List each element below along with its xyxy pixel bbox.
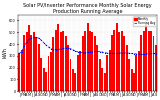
Bar [136,55,137,91]
Bar [89,31,91,91]
Bar [143,31,145,91]
Bar [145,23,147,91]
Bar [77,55,79,91]
Bar [57,24,59,91]
Bar [45,72,47,91]
Bar [28,25,30,91]
Bar [131,68,132,91]
Bar [60,32,62,91]
Bar [94,36,96,91]
Bar [140,35,142,91]
Bar [92,32,93,91]
Bar [18,53,20,91]
Bar [113,30,115,91]
Bar [152,36,155,91]
Bar [104,73,106,91]
Legend: Monthly, Running Avg: Monthly, Running Avg [133,16,156,26]
Bar [30,35,32,91]
Bar [84,31,86,91]
Bar [106,55,108,91]
Bar [150,31,152,91]
Bar [62,31,64,91]
Bar [101,68,103,91]
Bar [48,56,49,91]
Bar [121,31,123,91]
Bar [109,50,111,91]
Bar [52,37,54,91]
Bar [43,68,45,91]
Bar [70,59,72,91]
Bar [38,44,40,91]
Bar [55,30,57,91]
Bar [40,58,42,91]
Title: Solar PV/Inverter Performance Monthly Solar Energy Production Running Average: Solar PV/Inverter Performance Monthly So… [23,3,152,14]
Bar [99,59,101,91]
Bar [128,59,130,91]
Bar [21,50,23,91]
Bar [126,45,128,91]
Bar [148,31,150,91]
Bar [133,73,135,91]
Bar [116,23,118,91]
Bar [72,69,74,91]
Y-axis label: kWh: kWh [3,47,8,58]
Bar [33,32,35,91]
Bar [111,35,113,91]
Bar [74,74,76,91]
Bar [87,23,89,91]
Bar [67,45,69,91]
Bar [138,51,140,91]
Bar [155,45,157,91]
Bar [118,32,120,91]
Bar [50,52,52,91]
Bar [123,36,125,91]
Bar [35,37,37,91]
Bar [82,36,84,91]
Bar [26,32,28,91]
Bar [23,35,25,91]
Bar [79,51,81,91]
Bar [96,45,98,91]
Bar [65,36,67,91]
